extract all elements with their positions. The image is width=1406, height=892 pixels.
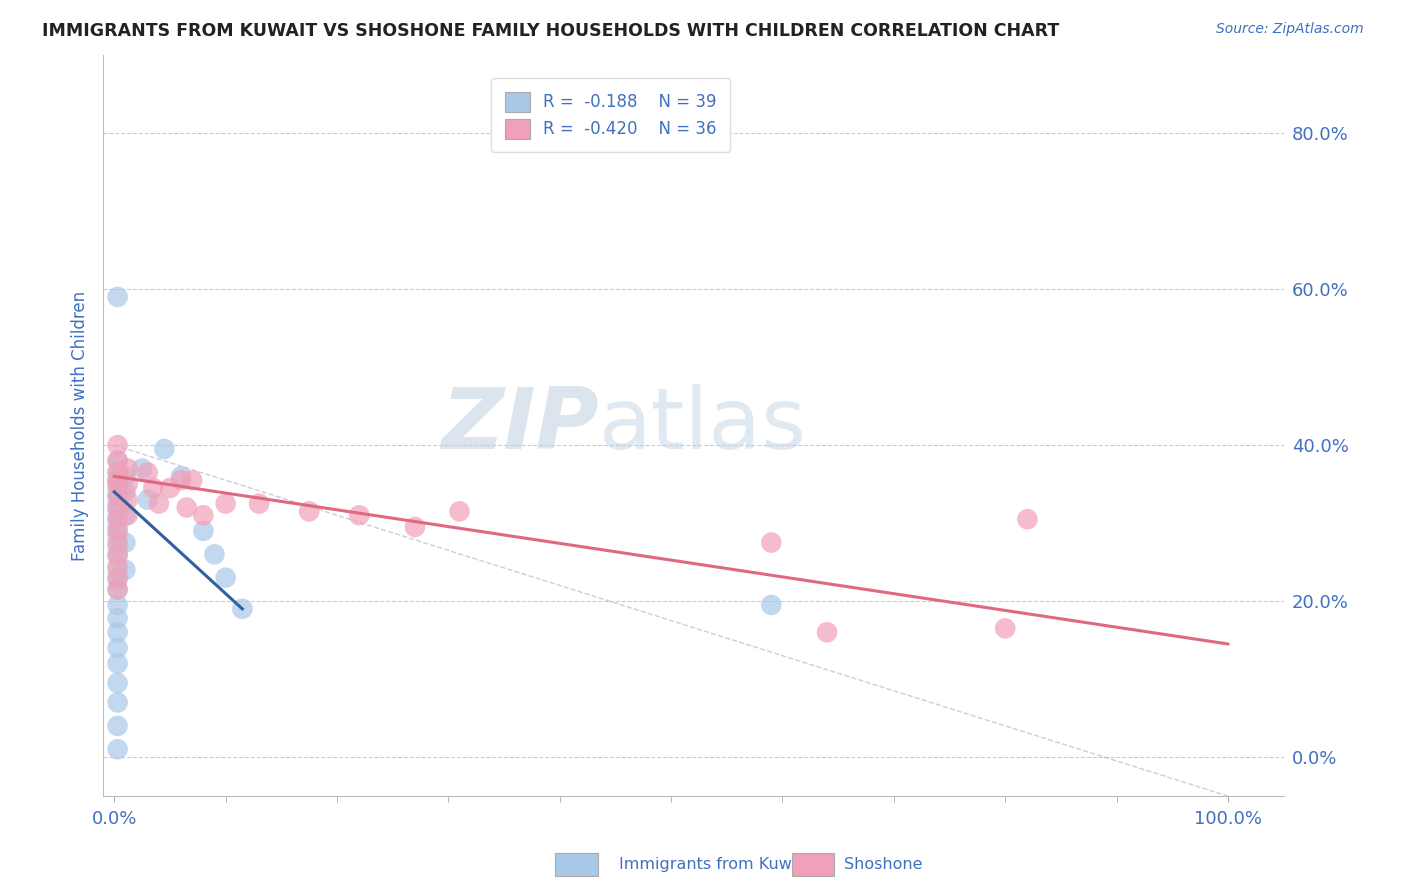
Point bbox=[107, 500, 129, 515]
Point bbox=[117, 508, 139, 523]
Point bbox=[107, 563, 129, 577]
Point bbox=[114, 535, 136, 549]
Point bbox=[107, 571, 129, 585]
Point bbox=[107, 489, 129, 503]
Point bbox=[298, 504, 321, 518]
Point bbox=[107, 540, 129, 554]
Point bbox=[107, 625, 129, 640]
Point bbox=[1017, 512, 1039, 526]
Point bbox=[107, 512, 129, 526]
Point bbox=[107, 497, 129, 511]
Point bbox=[114, 484, 136, 499]
Point bbox=[181, 473, 204, 487]
Point bbox=[107, 524, 129, 538]
Point bbox=[994, 621, 1017, 635]
Text: atlas: atlas bbox=[599, 384, 807, 467]
Point bbox=[214, 571, 236, 585]
Point bbox=[142, 481, 165, 495]
Point bbox=[107, 453, 129, 467]
Point bbox=[114, 508, 136, 523]
Point bbox=[107, 466, 129, 480]
Point bbox=[193, 508, 215, 523]
Point bbox=[107, 512, 129, 526]
Point bbox=[117, 477, 139, 491]
Point bbox=[107, 640, 129, 655]
Point bbox=[761, 598, 783, 612]
Point bbox=[107, 520, 129, 534]
Text: Source: ZipAtlas.com: Source: ZipAtlas.com bbox=[1216, 22, 1364, 37]
Point bbox=[107, 290, 129, 304]
Point bbox=[107, 582, 129, 597]
Point bbox=[107, 611, 129, 625]
Point bbox=[148, 497, 170, 511]
Point bbox=[449, 504, 471, 518]
Point bbox=[107, 528, 129, 542]
Point bbox=[159, 481, 181, 495]
Point bbox=[107, 489, 129, 503]
Point bbox=[107, 696, 129, 710]
Point bbox=[107, 676, 129, 690]
Point bbox=[131, 461, 153, 475]
Text: ZIP: ZIP bbox=[441, 384, 599, 467]
Point bbox=[107, 438, 129, 452]
Point bbox=[136, 492, 159, 507]
Point bbox=[107, 453, 129, 467]
Point bbox=[107, 481, 129, 495]
Text: IMMIGRANTS FROM KUWAIT VS SHOSHONE FAMILY HOUSEHOLDS WITH CHILDREN CORRELATION C: IMMIGRANTS FROM KUWAIT VS SHOSHONE FAMIL… bbox=[42, 22, 1060, 40]
Point bbox=[117, 461, 139, 475]
Point bbox=[107, 582, 129, 597]
Point bbox=[176, 500, 198, 515]
Point bbox=[193, 524, 215, 538]
Point bbox=[107, 598, 129, 612]
Point bbox=[404, 520, 426, 534]
Point bbox=[761, 535, 783, 549]
Point bbox=[107, 473, 129, 487]
Point bbox=[349, 508, 371, 523]
Point bbox=[107, 466, 129, 480]
Point bbox=[117, 492, 139, 507]
Point bbox=[107, 572, 129, 586]
Point bbox=[247, 497, 270, 511]
Point bbox=[107, 559, 129, 574]
Text: Immigrants from Kuwait: Immigrants from Kuwait bbox=[619, 857, 813, 872]
Point bbox=[214, 497, 236, 511]
Point bbox=[107, 547, 129, 561]
Point bbox=[107, 719, 129, 733]
Point bbox=[204, 547, 226, 561]
Point bbox=[107, 477, 129, 491]
Point bbox=[107, 549, 129, 563]
Point bbox=[153, 442, 176, 456]
Point bbox=[107, 535, 129, 549]
Point bbox=[114, 563, 136, 577]
Text: Shoshone: Shoshone bbox=[844, 857, 922, 872]
Point bbox=[170, 473, 193, 487]
Point bbox=[107, 657, 129, 671]
Point bbox=[114, 469, 136, 483]
Legend: R =  -0.188    N = 39, R =  -0.420    N = 36: R = -0.188 N = 39, R = -0.420 N = 36 bbox=[492, 78, 730, 153]
Point bbox=[107, 473, 129, 487]
Point bbox=[170, 469, 193, 483]
Point bbox=[136, 466, 159, 480]
Y-axis label: Family Households with Children: Family Households with Children bbox=[72, 291, 89, 561]
Point bbox=[107, 504, 129, 518]
Point bbox=[231, 602, 253, 616]
Point bbox=[107, 742, 129, 756]
Point bbox=[815, 625, 838, 640]
